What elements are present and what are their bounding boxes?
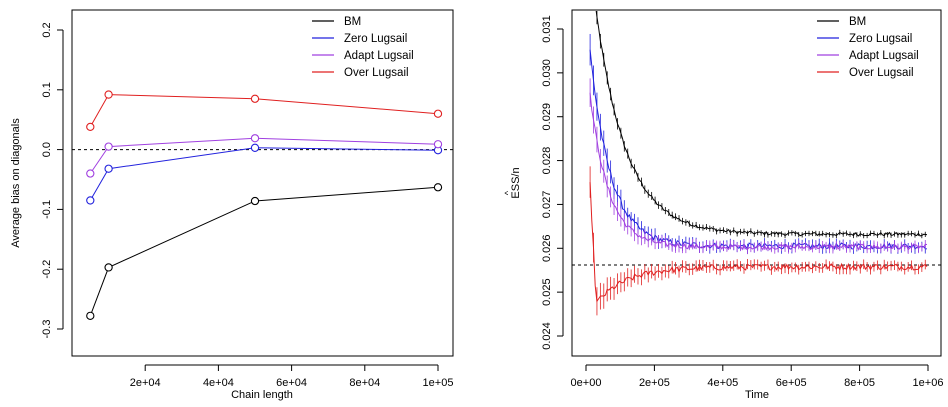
y-axis-label-group: ESS/n ^ <box>503 167 522 198</box>
legend-label: BM <box>849 16 866 28</box>
legend-label: Zero Lugsail <box>344 33 407 45</box>
data-point <box>250 94 260 103</box>
data-point <box>104 164 113 173</box>
x-tick-label: 8e+04 <box>349 377 380 389</box>
x-tick-label: 2e+04 <box>130 377 161 389</box>
x-tick-label: 6e+05 <box>776 377 807 389</box>
data-point <box>104 263 113 272</box>
x-tick-label: 1e+05 <box>423 377 454 389</box>
data-point <box>86 169 95 178</box>
x-axis-label: Time <box>745 389 769 401</box>
data-point <box>250 196 260 206</box>
series-line <box>89 94 439 128</box>
y-tick-label: 0.027 <box>541 191 553 219</box>
y-tick-label: 0.030 <box>541 59 553 87</box>
data-point <box>86 311 95 320</box>
ess-chart: 0e+00 2e+05 4e+05 6e+05 8e+05 1e+06 0.024 0.02… <box>503 9 944 401</box>
x-tick-label: 2e+05 <box>639 377 670 389</box>
series-line <box>589 182 928 303</box>
series-line <box>89 147 439 201</box>
x-tick-label: 1e+06 <box>913 377 944 389</box>
legend-label: Adapt Lugsail <box>344 50 414 62</box>
y-tick-label: 0.025 <box>541 278 553 306</box>
data-point <box>104 142 113 151</box>
y-tick-label: 0.2 <box>41 22 53 37</box>
data-point <box>250 134 260 143</box>
series-group <box>589 166 928 316</box>
data-point <box>433 183 443 192</box>
y-tick-label: 0.1 <box>41 82 53 97</box>
y-tick-label: 0.031 <box>541 15 553 43</box>
x-tick-label: 4e+05 <box>707 377 738 389</box>
x-tick-label: 6e+04 <box>276 377 307 389</box>
x-axis-label: Chain length <box>231 389 293 401</box>
y-tick-label: -0.3 <box>41 320 53 339</box>
data-point <box>104 90 113 99</box>
plot-frame <box>71 9 454 357</box>
legend-bg <box>812 12 938 82</box>
x-tick-label: 8e+05 <box>844 377 875 389</box>
y-tick-label: 0.024 <box>541 322 553 350</box>
series-line <box>589 92 928 251</box>
x-tick-label: 0e+00 <box>571 377 602 389</box>
y-axis-label: Average bias on diagonals <box>10 118 22 248</box>
bias-chart: 2e+04 4e+04 6e+04 8e+04 1e+05 -0.3 -0.2 -0.1 0.… <box>10 9 454 401</box>
legend-label: Over Lugsail <box>849 67 914 79</box>
y-tick-label: 0.029 <box>541 103 553 131</box>
data-point <box>250 143 260 152</box>
series-group <box>589 78 928 255</box>
y-tick-label: -0.1 <box>41 200 53 219</box>
legend-label: Zero Lugsail <box>849 33 912 45</box>
legend-label: Over Lugsail <box>344 67 409 79</box>
series-group <box>595 11 928 239</box>
y-axis-label: ESS/n <box>510 167 522 198</box>
series-line <box>89 186 439 316</box>
x-tick-label: 4e+04 <box>203 377 234 389</box>
data-point <box>86 196 95 205</box>
y-tick-label: 0.026 <box>541 235 553 263</box>
y-tick-label: 0.0 <box>41 142 53 157</box>
plot-frame <box>571 9 942 357</box>
data-point <box>433 140 443 149</box>
y-axis-label-accent: ^ <box>503 190 513 195</box>
legend-label: Adapt Lugsail <box>849 50 919 62</box>
y-tick-label: 0.028 <box>541 147 553 175</box>
data-point <box>86 122 95 132</box>
y-tick-label: -0.2 <box>41 260 53 279</box>
data-point <box>433 109 443 118</box>
series-line <box>89 137 439 174</box>
legend-label: BM <box>344 16 361 28</box>
